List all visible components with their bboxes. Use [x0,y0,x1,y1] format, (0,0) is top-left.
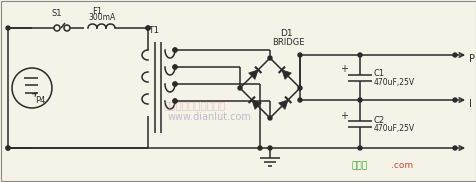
Text: F1: F1 [92,7,102,16]
Polygon shape [278,100,288,109]
Text: I: I [468,99,471,109]
Circle shape [173,99,177,103]
Polygon shape [248,70,258,79]
Text: T1: T1 [148,26,159,35]
Text: 470uF,25V: 470uF,25V [373,124,414,133]
Circle shape [298,98,301,102]
Circle shape [357,98,361,102]
Text: www.dianlut.com: www.dianlut.com [168,112,251,122]
Circle shape [173,82,177,86]
Polygon shape [251,100,261,109]
Circle shape [6,26,10,30]
Circle shape [173,82,177,86]
Text: 470uF,25V: 470uF,25V [373,78,414,86]
Circle shape [173,48,177,52]
Circle shape [173,65,177,69]
Circle shape [258,146,261,150]
Circle shape [6,146,10,150]
Circle shape [357,53,361,57]
Circle shape [268,56,271,60]
Text: 杭州将睷科技有限公司: 杭州将睷科技有限公司 [163,100,226,110]
Circle shape [146,26,149,30]
Text: +: + [339,64,347,74]
Circle shape [357,146,361,150]
Text: BRIDGE: BRIDGE [271,38,304,47]
Circle shape [452,98,456,102]
Text: .com: .com [390,161,412,170]
Polygon shape [281,70,291,79]
Text: D1: D1 [279,29,292,38]
Text: C2: C2 [373,116,384,125]
Text: +: + [339,111,347,121]
Circle shape [173,99,177,103]
Circle shape [268,116,271,120]
Text: 300mA: 300mA [88,13,115,22]
Circle shape [298,53,301,57]
Circle shape [238,86,241,90]
Text: C1: C1 [373,70,384,78]
Circle shape [173,65,177,69]
Text: S1: S1 [52,9,62,18]
Circle shape [452,53,456,57]
Circle shape [146,26,149,30]
Circle shape [298,86,301,90]
Text: P4: P4 [35,96,45,105]
Circle shape [452,146,456,150]
Circle shape [268,146,271,150]
Circle shape [6,146,10,150]
Text: 接线图: 接线图 [351,161,367,170]
Circle shape [173,48,177,52]
Text: P: P [468,54,474,64]
